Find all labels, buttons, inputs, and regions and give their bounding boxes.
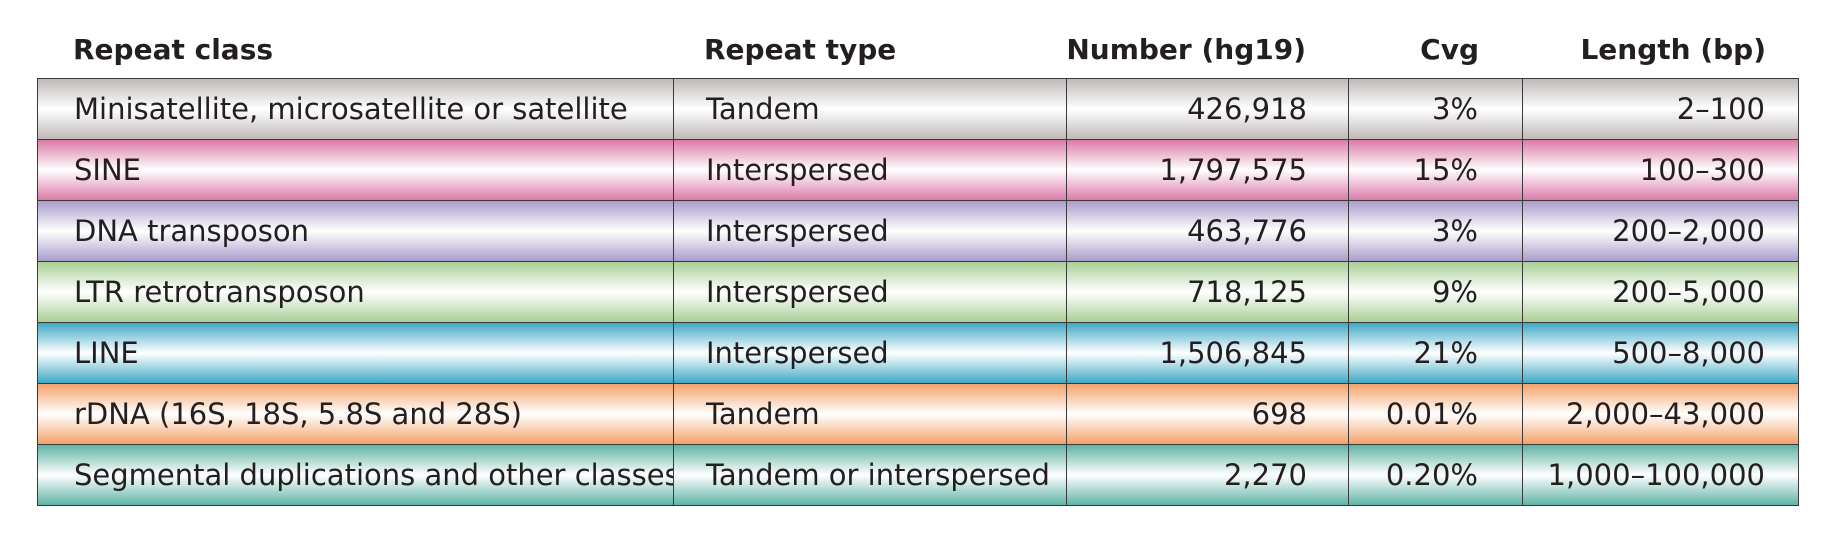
cell-repeat-type: Tandem <box>673 384 1066 444</box>
cell-cvg: 0.01% <box>1348 384 1522 444</box>
table-row: Minisatellite, microsatellite or satelli… <box>38 79 1798 140</box>
header-number: Number (hg19) <box>1066 32 1306 66</box>
cell-length: 1,000–100,000 <box>1522 445 1798 505</box>
table-row: SINE Interspersed 1,797,575 15% 100–300 <box>38 140 1798 201</box>
repeat-table: Repeat class Repeat type Number (hg19) C… <box>37 20 1799 506</box>
cell-cvg: 9% <box>1348 262 1522 322</box>
cell-length: 2,000–43,000 <box>1522 384 1798 444</box>
cell-number: 698 <box>1066 384 1348 444</box>
cell-repeat-class: LTR retrotransposon <box>74 275 365 309</box>
cell-number: 1,506,845 <box>1066 323 1348 383</box>
cell-repeat-type: Interspersed <box>673 201 1066 261</box>
header-cvg: Cvg <box>1420 32 1479 66</box>
cell-repeat-type: Interspersed <box>673 323 1066 383</box>
table-row: Segmental duplications and other classes… <box>38 445 1798 506</box>
cell-length: 2–100 <box>1522 79 1798 139</box>
cell-repeat-class: LINE <box>74 336 139 370</box>
cell-repeat-type: Interspersed <box>673 262 1066 322</box>
cell-number: 2,270 <box>1066 445 1348 505</box>
header-repeat-class: Repeat class <box>73 32 274 66</box>
cell-repeat-type: Tandem or interspersed <box>673 445 1066 505</box>
cell-cvg: 21% <box>1348 323 1522 383</box>
cell-length: 500–8,000 <box>1522 323 1798 383</box>
table-row: LTR retrotransposon Interspersed 718,125 9%… <box>38 262 1798 323</box>
table-row: DNA transposon Interspersed 463,776 3% 200–2… <box>38 201 1798 262</box>
table-header: Repeat class Repeat type Number (hg19) C… <box>37 20 1799 78</box>
cell-cvg: 3% <box>1348 79 1522 139</box>
cell-repeat-type: Interspersed <box>673 140 1066 200</box>
cell-repeat-class: SINE <box>74 153 141 187</box>
table-body: Minisatellite, microsatellite or satelli… <box>37 78 1799 506</box>
cell-repeat-class: DNA transposon <box>74 214 310 248</box>
cell-repeat-type: Tandem <box>673 79 1066 139</box>
cell-length: 100–300 <box>1522 140 1798 200</box>
cell-repeat-class: rDNA (16S, 18S, 5.8S and 28S) <box>74 397 522 431</box>
cell-cvg: 3% <box>1348 201 1522 261</box>
cell-number: 463,776 <box>1066 201 1348 261</box>
cell-repeat-class: Minisatellite, microsatellite or satelli… <box>74 92 628 126</box>
cell-length: 200–2,000 <box>1522 201 1798 261</box>
cell-repeat-class: Segmental duplications and other classes <box>74 458 673 492</box>
cell-number: 718,125 <box>1066 262 1348 322</box>
cell-number: 426,918 <box>1066 79 1348 139</box>
table-row: rDNA (16S, 18S, 5.8S and 28S) Tandem 698 0.… <box>38 384 1798 445</box>
header-repeat-type: Repeat type <box>704 32 897 66</box>
cell-cvg: 15% <box>1348 140 1522 200</box>
cell-number: 1,797,575 <box>1066 140 1348 200</box>
table-row: LINE Interspersed 1,506,845 21% 500–8,000 <box>38 323 1798 384</box>
header-length: Length (bp) <box>1580 32 1766 66</box>
cell-length: 200–5,000 <box>1522 262 1798 322</box>
cell-cvg: 0.20% <box>1348 445 1522 505</box>
